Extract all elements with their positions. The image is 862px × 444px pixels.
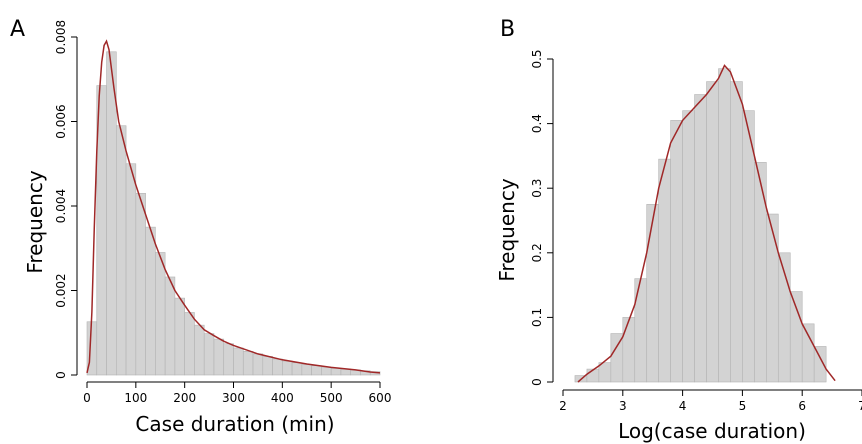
histogram-bar bbox=[145, 226, 156, 376]
histogram-bar bbox=[203, 333, 215, 376]
bars-b bbox=[574, 68, 827, 383]
bars-a bbox=[86, 51, 381, 376]
histogram-bar bbox=[213, 338, 225, 376]
x-tick-label: 6 bbox=[798, 399, 806, 413]
histogram-bar bbox=[106, 51, 117, 376]
y-axis-label-a: Frequency bbox=[23, 170, 47, 273]
histogram-bar bbox=[801, 323, 815, 383]
histogram-bar bbox=[233, 347, 244, 376]
histogram-bar bbox=[174, 297, 185, 376]
histogram-bar bbox=[116, 125, 127, 376]
x-tick-label: 0 bbox=[83, 391, 91, 405]
x-tick-label: 200 bbox=[173, 391, 196, 405]
histogram-bar bbox=[184, 312, 195, 376]
histogram-bar bbox=[682, 110, 695, 383]
histogram-bar bbox=[252, 353, 264, 376]
histogram-bar bbox=[311, 365, 322, 376]
y-tick-label: 0 bbox=[54, 371, 68, 379]
y-tick-label: 0.5 bbox=[530, 49, 544, 68]
histogram-bar bbox=[272, 358, 283, 376]
histogram-bar bbox=[125, 163, 137, 376]
density-curve-a bbox=[86, 39, 381, 374]
histogram-bar bbox=[282, 360, 293, 376]
histogram-bar bbox=[223, 343, 234, 376]
x-tick-label: 300 bbox=[222, 391, 245, 405]
axes-a: 0 100 200 300 400 500 600 0 0.002 0.004 0.006 0.008 bbox=[54, 20, 391, 405]
y-tick-label: 0.006 bbox=[54, 104, 68, 138]
histogram-bar bbox=[155, 252, 166, 376]
histogram-bar bbox=[670, 120, 683, 383]
histogram-bar bbox=[262, 356, 273, 376]
x-tick-label: 3 bbox=[619, 399, 627, 413]
histogram-bar bbox=[598, 362, 612, 383]
panel-b: B 2 3 4 5 6 7 0 0.1 0.2 0.3 0.4 0.5 Log(case durati… bbox=[495, 17, 862, 443]
histogram-bar bbox=[754, 162, 767, 383]
histogram-bar bbox=[622, 317, 636, 383]
x-tick-label: 500 bbox=[320, 391, 343, 405]
histogram-bar bbox=[301, 364, 312, 376]
x-axis-label-b: Log(case duration) bbox=[618, 419, 806, 443]
x-tick-label: 4 bbox=[679, 399, 687, 413]
histogram-bar bbox=[586, 368, 600, 383]
histogram-bar bbox=[135, 193, 146, 376]
histogram-bar bbox=[164, 276, 176, 376]
histogram-bar bbox=[194, 324, 205, 376]
histogram-bar bbox=[718, 68, 731, 383]
histogram-bar bbox=[369, 371, 381, 376]
histogram-bar bbox=[813, 346, 827, 383]
histogram-bar bbox=[242, 351, 254, 376]
histogram-bar bbox=[766, 213, 779, 383]
x-tick-label: 2 bbox=[559, 399, 567, 413]
panel-label-a: A bbox=[10, 17, 25, 42]
histogram-bar bbox=[658, 158, 671, 383]
y-tick-label: 0.004 bbox=[54, 189, 68, 223]
x-axis-label-a: Case duration (min) bbox=[135, 412, 334, 436]
histogram-bar bbox=[706, 81, 719, 383]
y-tick-label: 0.2 bbox=[530, 243, 544, 262]
histogram-bar bbox=[742, 110, 755, 383]
y-tick-label: 0 bbox=[530, 378, 544, 386]
x-tick-label: 400 bbox=[271, 391, 294, 405]
panel-label-b: B bbox=[500, 17, 515, 42]
x-tick-label: 5 bbox=[739, 399, 747, 413]
histogram-bar bbox=[291, 362, 303, 376]
x-tick-label: 100 bbox=[124, 391, 147, 405]
histogram-bar bbox=[694, 94, 707, 383]
histogram-bar bbox=[321, 366, 332, 376]
histogram-bar bbox=[330, 367, 342, 376]
y-axis-label-b: Frequency bbox=[495, 178, 519, 281]
histogram-bar bbox=[789, 291, 803, 383]
histogram-bar bbox=[730, 81, 743, 383]
y-tick-label: 0.002 bbox=[54, 273, 68, 307]
y-tick-label: 0.008 bbox=[54, 20, 68, 54]
histogram-bar bbox=[646, 204, 659, 383]
y-tick-label: 0.3 bbox=[530, 179, 544, 198]
y-tick-label: 0.4 bbox=[530, 114, 544, 133]
axes-b: 2 3 4 5 6 7 0 0.1 0.2 0.3 0.4 0.5 bbox=[530, 49, 862, 413]
y-tick-label: 0.1 bbox=[530, 308, 544, 327]
panel-a: A 0 100 200 300 400 500 600 0 0.002 0.004 0.006 0.0… bbox=[10, 17, 391, 436]
density-curve-b bbox=[577, 64, 836, 383]
x-tick-label: 600 bbox=[369, 391, 392, 405]
x-tick-label: 7 bbox=[858, 399, 862, 413]
